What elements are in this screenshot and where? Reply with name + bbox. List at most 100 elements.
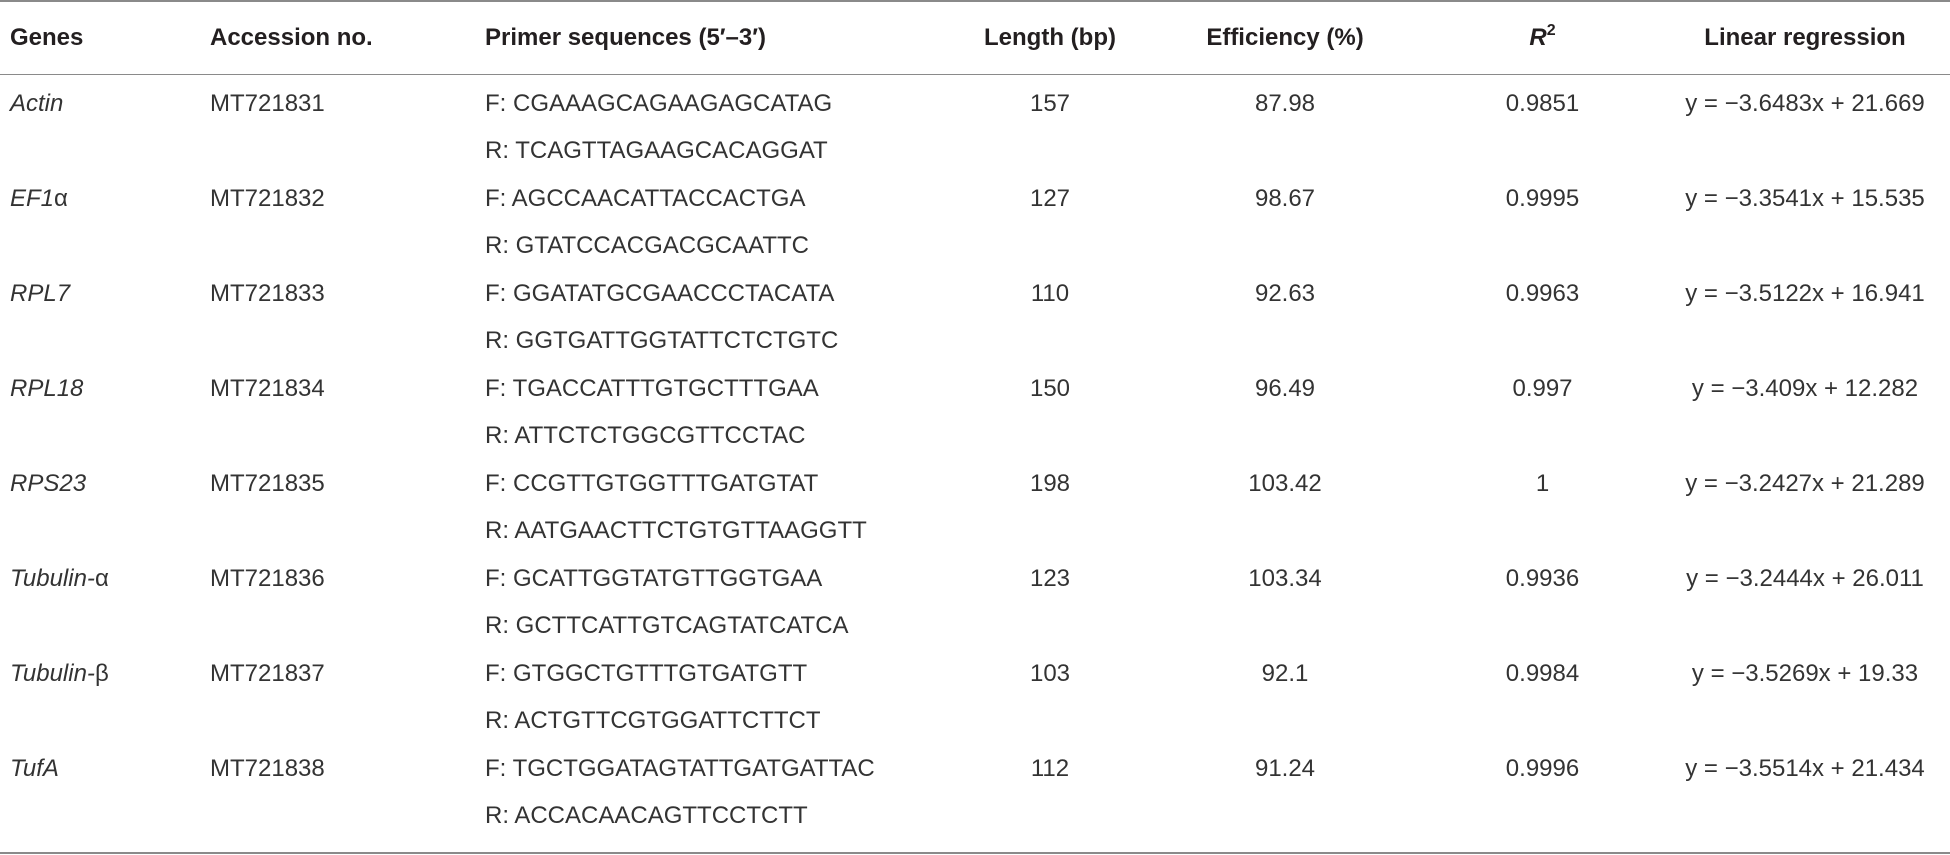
- table-row: Tubulin-α MT721836 F: GCATTGGTATGTTGGTGA…: [0, 555, 1950, 603]
- empty-cell: [955, 128, 1145, 176]
- table-row: RPL7 MT721833 F: GGATATGCGAACCCTACATA 11…: [0, 270, 1950, 318]
- empty-cell: [1425, 223, 1660, 271]
- gene-cell: TufA: [0, 745, 210, 793]
- gene-cell: RPS23: [0, 460, 210, 508]
- primer-forward-cell: F: GTGGCTGTTTGTGATGTT: [485, 659, 808, 687]
- empty-cell: [1145, 223, 1425, 271]
- length-cell: 157: [1029, 89, 1071, 117]
- table-bottom-rule: [0, 852, 1950, 854]
- gene-name: Tubulin-: [10, 564, 95, 592]
- empty-cell: [955, 603, 1145, 651]
- primer-reverse-cell: R: TCAGTTAGAAGCACAGGAT: [485, 137, 828, 165]
- accession-cell: MT721837: [210, 659, 325, 687]
- header-genes: Genes: [10, 24, 84, 51]
- empty-cell: [210, 318, 485, 366]
- empty-cell: [1660, 413, 1950, 461]
- empty-cell: [1660, 793, 1950, 841]
- header-linear-regression: Linear regression: [1704, 24, 1906, 51]
- regression-cell: y = −3.6483x + 21.669: [1685, 89, 1925, 117]
- table-row-reverse-primer: R: AATGAACTTCTGTGTTAAGGTT: [0, 508, 1950, 556]
- empty-cell: [1660, 603, 1950, 651]
- empty-cell: [210, 508, 485, 556]
- regression-cell: y = −3.3541x + 15.535: [1685, 184, 1925, 212]
- gene-cell: RPL7: [0, 270, 210, 318]
- empty-cell: [0, 793, 210, 841]
- gene-cell: Tubulin-β: [0, 650, 210, 698]
- empty-cell: [210, 413, 485, 461]
- empty-cell: [0, 128, 210, 176]
- table-row-reverse-primer: R: ACCACAACAGTTCCTCTT: [0, 793, 1950, 841]
- r-squared-cell: 1: [1535, 469, 1550, 497]
- table-row: RPL18 MT721834 F: TGACCATTTGTGCTTTGAA 15…: [0, 365, 1950, 413]
- table-row-reverse-primer: R: ACTGTTCGTGGATTCTTCT: [0, 698, 1950, 746]
- r-squared-cell: 0.9984: [1505, 659, 1580, 687]
- empty-cell: [0, 698, 210, 746]
- empty-cell: [210, 128, 485, 176]
- primer-forward-cell: F: TGACCATTTGTGCTTTGAA: [485, 374, 819, 402]
- efficiency-cell: 103.34: [1248, 564, 1322, 592]
- empty-cell: [1145, 413, 1425, 461]
- empty-cell: [210, 698, 485, 746]
- table-top-rule: [0, 0, 1950, 2]
- empty-cell: [955, 698, 1145, 746]
- accession-cell: MT721831: [210, 89, 325, 117]
- empty-cell: [1425, 793, 1660, 841]
- gene-suffix: β: [94, 659, 109, 687]
- table-row: TufA MT721838 F: TGCTGGATAGTATTGATGATTAC…: [0, 745, 1950, 793]
- r-squared-cell: 0.9963: [1505, 279, 1580, 307]
- empty-cell: [1660, 318, 1950, 366]
- efficiency-cell: 98.67: [1254, 184, 1316, 212]
- table-row-reverse-primer: R: ATTCTCTGGCGTTCCTAC: [0, 413, 1950, 461]
- table-body: Actin MT721831 F: CGAAAGCAGAAGAGCATAG 15…: [0, 74, 1950, 840]
- table-row: Tubulin-β MT721837 F: GTGGCTGTTTGTGATGTT…: [0, 650, 1950, 698]
- regression-cell: y = −3.5514x + 21.434: [1685, 754, 1925, 782]
- empty-cell: [1145, 793, 1425, 841]
- gene-name: TufA: [10, 754, 59, 782]
- primer-forward-cell: F: GGATATGCGAACCCTACATA: [485, 279, 835, 307]
- table-row-reverse-primer: R: GGTGATTGGTATTCTCTGTC: [0, 318, 1950, 366]
- primer-forward-cell: F: CGAAAGCAGAAGAGCATAG: [485, 89, 833, 117]
- empty-cell: [955, 413, 1145, 461]
- empty-cell: [0, 223, 210, 271]
- primer-reverse-cell: R: GGTGATTGGTATTCTCTGTC: [485, 327, 839, 355]
- regression-cell: y = −3.5269x + 19.33: [1691, 659, 1919, 687]
- regression-cell: y = −3.5122x + 16.941: [1685, 279, 1925, 307]
- header-primer-sequences: Primer sequences (5′–3′): [485, 24, 766, 51]
- empty-cell: [210, 793, 485, 841]
- table-row: EF1α MT721832 F: AGCCAACATTACCACTGA 127 …: [0, 175, 1950, 223]
- header-r-superscript: 2: [1546, 22, 1556, 39]
- gene-cell: RPL18: [0, 365, 210, 413]
- empty-cell: [955, 223, 1145, 271]
- gene-name: RPS23: [10, 469, 87, 497]
- header-accession: Accession no.: [210, 24, 373, 51]
- gene-suffix: α: [54, 184, 68, 212]
- primer-forward-cell: F: GCATTGGTATGTTGGTGAA: [485, 564, 823, 592]
- accession-cell: MT721833: [210, 279, 325, 307]
- regression-cell: y = −3.2444x + 26.011: [1686, 564, 1924, 592]
- primer-reverse-cell: R: ACTGTTCGTGGATTCTTCT: [485, 707, 821, 735]
- primer-forward-cell: F: AGCCAACATTACCACTGA: [485, 184, 806, 212]
- empty-cell: [1145, 698, 1425, 746]
- r-squared-cell: 0.9996: [1505, 754, 1580, 782]
- primer-reverse-cell: R: GCTTCATTGTCAGTATCATCA: [485, 612, 849, 640]
- regression-cell: y = −3.409x + 12.282: [1691, 374, 1919, 402]
- empty-cell: [1660, 223, 1950, 271]
- r-squared-cell: 0.997: [1512, 374, 1573, 402]
- gene-name: RPL7: [10, 279, 71, 307]
- empty-cell: [1660, 128, 1950, 176]
- efficiency-cell: 92.1: [1261, 659, 1309, 687]
- header-length: Length (bp): [984, 24, 1116, 51]
- table-header: Genes Accession no. Primer sequences (5′…: [0, 2, 1950, 74]
- accession-cell: MT721834: [210, 374, 325, 402]
- empty-cell: [1425, 698, 1660, 746]
- length-cell: 123: [1029, 564, 1071, 592]
- efficiency-cell: 103.42: [1248, 469, 1322, 497]
- table-row-reverse-primer: R: GCTTCATTGTCAGTATCATCA: [0, 603, 1950, 651]
- length-cell: 103: [1029, 659, 1071, 687]
- length-cell: 150: [1029, 374, 1071, 402]
- primer-forward-cell: F: CCGTTGTGGTTTGATGTAT: [485, 469, 819, 497]
- empty-cell: [1660, 508, 1950, 556]
- table-row: Actin MT721831 F: CGAAAGCAGAAGAGCATAG 15…: [0, 74, 1950, 128]
- table-row-reverse-primer: R: TCAGTTAGAAGCACAGGAT: [0, 128, 1950, 176]
